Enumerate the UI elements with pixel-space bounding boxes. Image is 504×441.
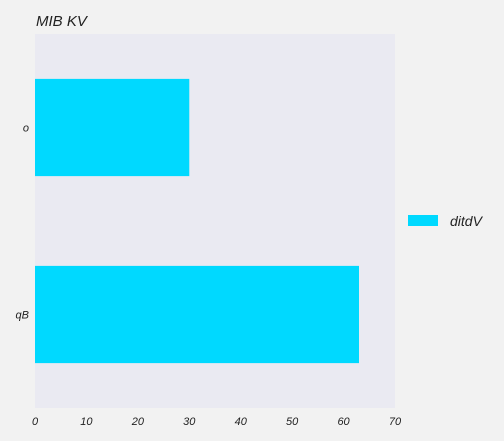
y-tick-label-o: o	[23, 123, 29, 135]
x-tick-label-60: 60	[337, 416, 350, 428]
chart-title: MIB KV	[36, 13, 89, 30]
x-tick-label-20: 20	[131, 416, 145, 428]
legend: ditdV	[408, 213, 484, 229]
x-tick-label-50: 50	[286, 416, 299, 428]
x-tick-label-30: 30	[183, 416, 196, 428]
x-tick-label-10: 10	[80, 416, 93, 428]
x-tick-label-70: 70	[389, 416, 402, 428]
x-tick-label-0: 0	[32, 416, 39, 428]
legend-label-ditdV: ditdV	[450, 213, 484, 229]
bar-o	[35, 78, 190, 177]
bars-layer	[35, 78, 359, 364]
y-tick-label-qB: qB	[16, 310, 29, 322]
bar-qB	[35, 265, 359, 364]
legend-swatch	[408, 215, 438, 226]
x-tick-label-40: 40	[235, 416, 248, 428]
x-axis-ticks: 0 10 20 30 40 50 60 70	[32, 416, 402, 428]
y-axis-ticks: o qB	[16, 123, 29, 322]
